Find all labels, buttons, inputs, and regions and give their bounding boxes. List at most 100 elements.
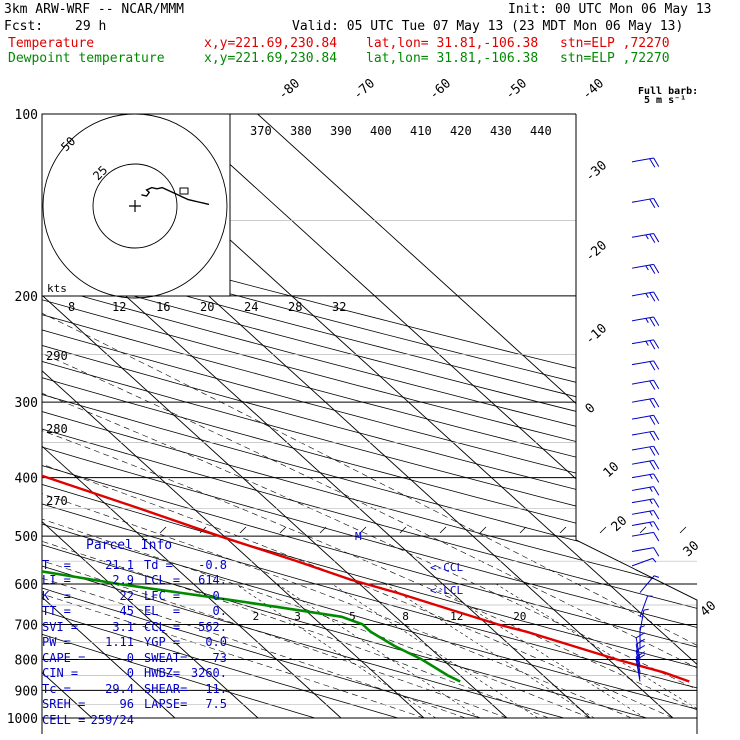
parcel-row: LI = 2.9 LCL = 614.	[42, 573, 232, 589]
theta-label-left: 270	[46, 494, 68, 508]
temperature-legend: Temperature	[8, 36, 95, 51]
parcel-row: Tc = 29.4 SHEAR= 11.	[42, 682, 232, 698]
parcel-value: 7.5	[205, 697, 227, 711]
isotherm	[257, 114, 697, 719]
parcel-value: 0	[126, 666, 134, 680]
wind-barb-flag	[649, 431, 656, 441]
wind-barb	[631, 414, 660, 425]
wind-barb-flag	[653, 157, 660, 167]
wind-barb-flag	[653, 198, 660, 208]
pressure-label: 600	[15, 578, 38, 593]
wind-barb-flag	[649, 361, 656, 371]
parcel-label: T =	[42, 557, 71, 572]
wind-barb-flag	[635, 638, 646, 645]
wind-barb	[635, 645, 646, 673]
wind-barb	[631, 445, 660, 456]
wind-barb-flag	[649, 446, 656, 456]
wind-barb-flag	[653, 498, 660, 508]
wind-barb-staff	[635, 659, 641, 682]
wind-scale-tick	[239, 526, 247, 534]
wind-barb-staff	[639, 595, 648, 618]
parcel-info-panel: Parcel Info T = 21.1 Td = -0.8 LI = 2.9 LCL = 6…	[42, 538, 232, 728]
parcel-info-title: Parcel Info	[86, 538, 173, 553]
pressure-label: 700	[15, 618, 38, 633]
wind-barb-flag	[649, 292, 656, 302]
wind-barb-flag	[653, 486, 660, 496]
wind-barb	[631, 339, 660, 350]
parcel-label: CCL =	[144, 619, 181, 634]
wind-barb-staff	[639, 610, 645, 632]
wind-barb	[631, 291, 660, 302]
wind-scale-tick	[559, 526, 567, 534]
isotherm-label: 20	[609, 513, 631, 535]
wind-barb-flag	[653, 430, 660, 441]
parcel-label: CELL =	[42, 712, 86, 727]
isotherm-label: 40	[698, 598, 720, 620]
wind-barb	[631, 521, 660, 531]
hodograph-axis-label: 12	[112, 300, 126, 314]
wind-barb-flag	[653, 398, 660, 408]
isotherm-label: -60	[427, 76, 454, 103]
parcel-value: 3.1	[112, 619, 134, 634]
wind-scale-tick	[359, 526, 367, 534]
barb-legend-value: 5 m s⁻¹	[644, 95, 686, 106]
wind-barb	[631, 459, 660, 470]
parcel-label: YGP =	[144, 635, 181, 649]
wind-barb-flag	[653, 460, 660, 470]
dewpoint-legend: Dewpoint temperature	[8, 51, 165, 66]
ccl-marker: <-CCL	[430, 561, 463, 574]
wind-barb	[631, 197, 660, 208]
isotherm-label: -10	[583, 321, 610, 348]
lcl-marker: <-LCL	[430, 584, 463, 597]
parcel-label: CAPE =	[42, 650, 86, 665]
pressure-label: 300	[15, 396, 38, 411]
dewpoint-profile	[42, 570, 461, 683]
wind-barb	[631, 360, 660, 371]
parcel-value: 73	[212, 650, 227, 665]
wind-barb-flag	[649, 380, 656, 390]
isotherm	[42, 114, 425, 719]
parcel-label: LCL =	[144, 573, 181, 587]
theta-label: 430	[490, 124, 512, 138]
wind-barb-staff	[639, 575, 655, 593]
wind-barb-flag	[635, 654, 646, 661]
parcel-row: CAPE = 0 SWEAT= 73	[42, 651, 232, 667]
wind-barb	[631, 157, 660, 168]
forecast-label: Fcst:	[4, 19, 44, 34]
hodograph-axis-label: 28	[288, 300, 302, 314]
wind-barb-flag	[653, 339, 660, 349]
parcel-value: 29.4	[105, 681, 134, 696]
wind-scale-tick	[599, 526, 607, 534]
theta-label-left: 290	[46, 349, 68, 363]
wind-barb	[635, 654, 646, 682]
wind-barb-half-flag	[645, 234, 649, 240]
mixing-ratio-label: 5	[349, 610, 356, 623]
mixing-ratio-label: 2	[253, 610, 260, 623]
parcel-value: 0	[126, 650, 134, 665]
wind-barb-flag	[649, 340, 656, 350]
parcel-row: K = 22 LFC = 0.	[42, 589, 232, 605]
parcel-value: 0.	[212, 604, 227, 618]
wind-barb-flag	[649, 317, 656, 327]
wind-barb	[631, 509, 660, 520]
parcel-row: SVI = 3.1 CCL = 562.	[42, 620, 232, 636]
wind-barb-flag	[653, 473, 660, 483]
theta-label: 370	[250, 124, 272, 138]
wind-scale-tick	[159, 526, 167, 534]
isotherm-label: -30	[583, 158, 610, 185]
wind-barb-flag	[653, 445, 660, 456]
isotherm-label: 10	[601, 459, 623, 481]
wind-barb-half-flag	[649, 499, 653, 505]
hodograph-axis-label: 24	[244, 300, 258, 314]
parcel-value: 1.11	[105, 635, 134, 649]
mixing-ratio-line	[384, 583, 595, 719]
pressure-label: 100	[15, 108, 38, 123]
parcel-label: LAPSE=	[144, 697, 188, 711]
mixing-ratio-line	[276, 583, 480, 719]
parcel-value: 0.0	[205, 635, 227, 649]
wind-barb	[631, 498, 660, 508]
wind-barb-flag	[653, 415, 660, 425]
wind-scale-tick	[519, 526, 527, 534]
temperature-station: stn=ELP ,72270	[560, 36, 670, 51]
